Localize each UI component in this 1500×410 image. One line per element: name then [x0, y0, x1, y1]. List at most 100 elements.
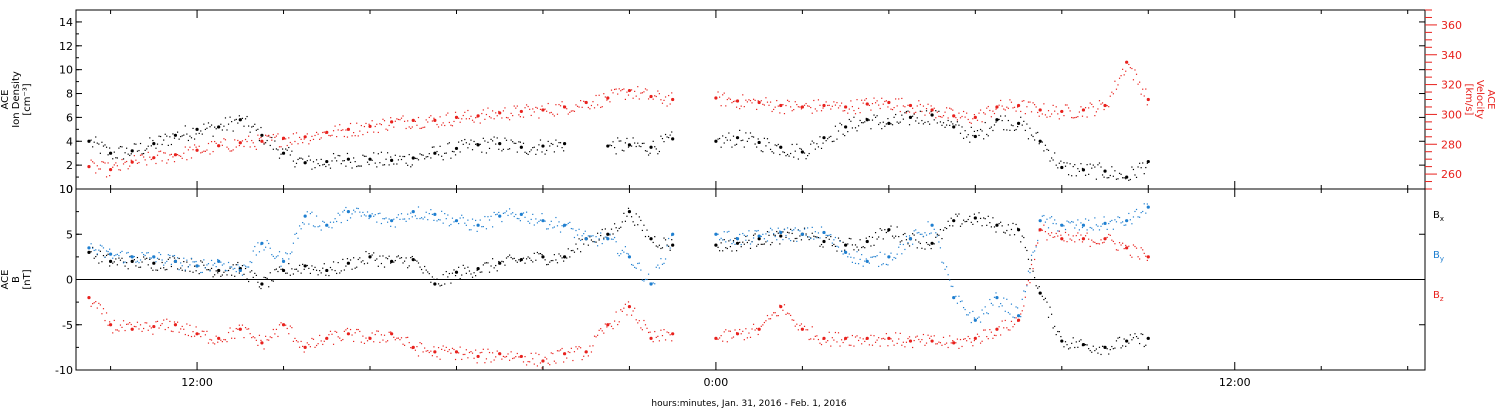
legend-label-sub: z [1440, 295, 1444, 303]
data-dot [1118, 77, 1121, 79]
data-dot [811, 326, 813, 328]
data-point [1038, 219, 1042, 223]
data-dot [195, 146, 197, 148]
data-dot [525, 364, 528, 366]
data-dot [947, 220, 949, 222]
data-dot [1054, 110, 1056, 112]
data-dot [1117, 337, 1119, 339]
data-dot [1034, 139, 1036, 141]
data-dot [790, 152, 792, 155]
data-dot [420, 154, 423, 156]
data-dot [929, 123, 931, 125]
data-dot [833, 243, 835, 246]
data-dot [1108, 233, 1110, 236]
data-dot [969, 141, 971, 143]
data-dot [394, 226, 396, 228]
data-dot [416, 124, 418, 126]
data-dot [561, 347, 563, 350]
data-dot [834, 236, 837, 239]
data-dot [1038, 143, 1040, 145]
data-dot [340, 163, 342, 165]
data-dot [817, 338, 820, 341]
data-dot [610, 228, 613, 230]
data-point [195, 264, 199, 268]
data-dot [1023, 236, 1025, 239]
data-dot [274, 140, 276, 142]
data-dot [459, 217, 461, 219]
data-dot [660, 99, 662, 101]
data-dot [1075, 235, 1077, 237]
data-dot [1123, 224, 1125, 226]
data-dot [1067, 234, 1070, 236]
data-dot [942, 115, 945, 117]
data-dot [495, 214, 497, 216]
data-dot [249, 131, 251, 133]
data-dot [518, 259, 520, 261]
data-point [627, 305, 632, 309]
data-dot [1071, 175, 1073, 177]
data-dot [861, 122, 863, 124]
data-dot [345, 265, 347, 267]
data-dot [498, 110, 500, 113]
data-dot [424, 158, 426, 160]
data-dot [745, 132, 747, 134]
y2-axis-label: ACEVelocity[km/s] [1463, 80, 1496, 119]
data-dot [156, 257, 159, 259]
data-dot [257, 128, 259, 130]
data-dot [833, 239, 835, 241]
data-dot [271, 254, 273, 256]
data-dot [206, 264, 208, 266]
data-dot [504, 137, 506, 139]
data-dot [905, 341, 908, 343]
data-point [454, 270, 459, 274]
y-tick-label: 4 [66, 135, 73, 148]
data-dot [962, 110, 965, 113]
data-dot [646, 278, 648, 281]
data-dot [961, 345, 963, 348]
data-dot [647, 235, 650, 238]
data-point [865, 102, 869, 106]
data-dot [816, 237, 818, 239]
data-point [1060, 237, 1064, 241]
data-dot [353, 157, 355, 159]
data-point [325, 159, 329, 164]
data-dot [90, 251, 92, 253]
data-point [606, 96, 610, 100]
data-dot [1142, 249, 1144, 251]
data-dot [844, 339, 846, 341]
data-dot [1072, 221, 1074, 223]
data-point [87, 296, 91, 300]
data-dot [839, 122, 841, 124]
data-dot [450, 124, 452, 126]
data-dot [1037, 131, 1039, 134]
data-dot [439, 116, 441, 118]
data-dot [1078, 170, 1080, 173]
data-dot [340, 339, 342, 342]
data-dot [1122, 345, 1124, 347]
data-point [606, 237, 610, 241]
data-dot [751, 135, 753, 138]
data-dot [133, 325, 135, 328]
data-dot [1100, 225, 1102, 227]
data-dot [368, 252, 370, 255]
data-dot [1142, 210, 1144, 213]
data-dot [859, 112, 861, 114]
data-dot [1027, 258, 1030, 260]
data-dot [252, 336, 254, 338]
y-tick-label: 0 [66, 183, 73, 196]
data-dot [1098, 162, 1101, 164]
data-dot [950, 217, 952, 219]
data-dot [984, 218, 986, 220]
data-dot [281, 268, 284, 270]
data-dot [349, 161, 352, 163]
data-dot [635, 319, 637, 321]
data-dot [243, 264, 245, 266]
data-point [1125, 60, 1129, 64]
data-dot [882, 263, 884, 265]
data-dot [647, 154, 650, 156]
data-dot [933, 243, 935, 245]
data-point [952, 296, 956, 300]
data-dot [620, 140, 622, 142]
data-dot [547, 228, 549, 230]
data-dot [374, 333, 376, 336]
